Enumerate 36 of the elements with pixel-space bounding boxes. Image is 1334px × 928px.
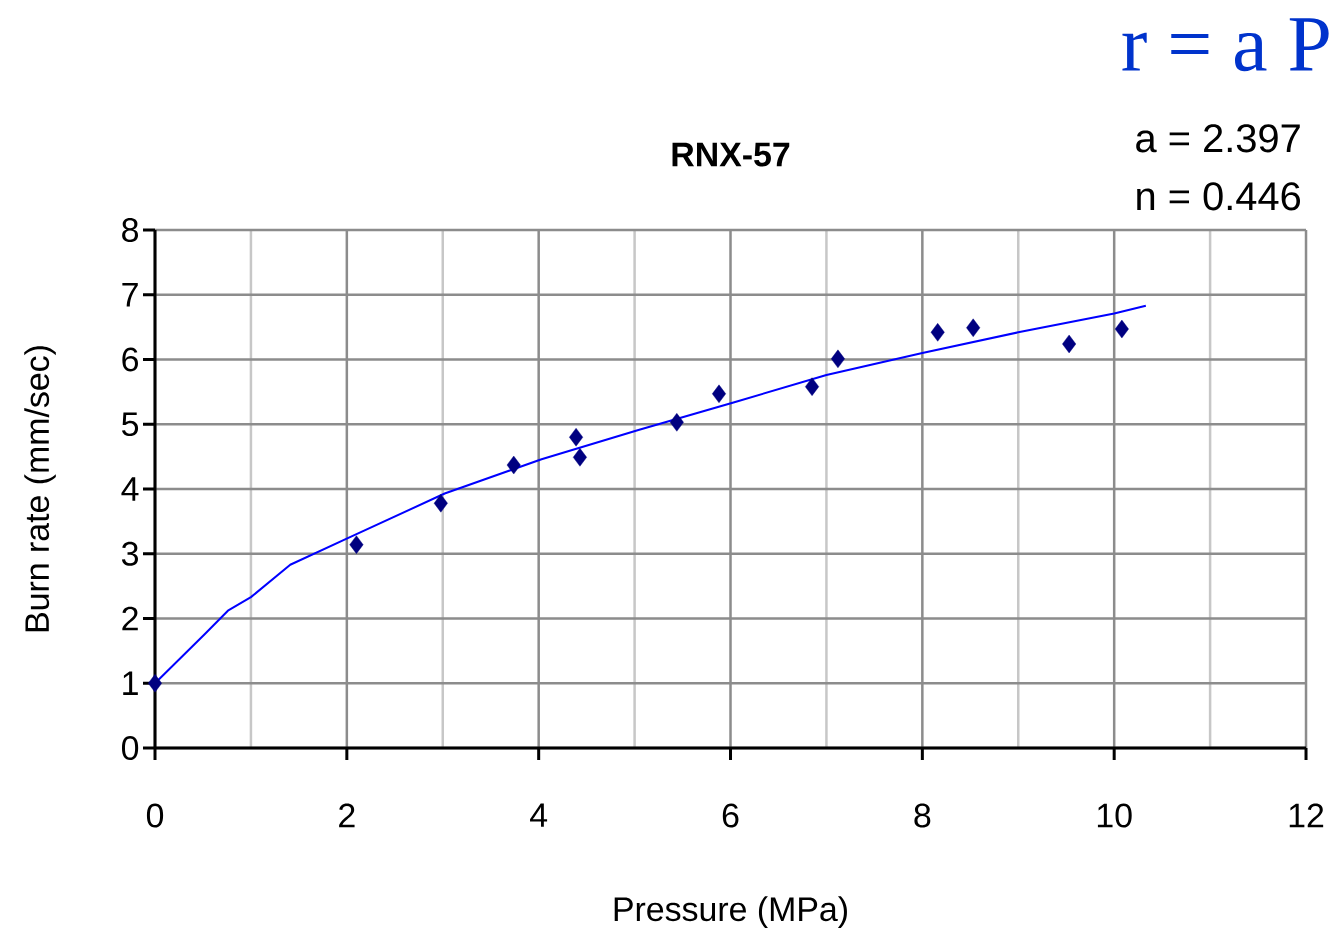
point	[930, 323, 945, 342]
y-tick-label: 7	[122, 283, 138, 307]
point	[433, 494, 448, 513]
x-tick-label: 0	[146, 803, 164, 828]
x-tick-label: 12	[1289, 803, 1324, 828]
point	[712, 384, 726, 404]
x-tick-label: 6	[722, 803, 739, 828]
point	[805, 377, 819, 396]
y-tick-label: 8	[122, 218, 139, 242]
x-tick-label: 8	[914, 803, 931, 828]
text: n = 0.446	[1137, 182, 1301, 211]
y-tick-label: 6	[122, 347, 138, 372]
x-tick-label: 4	[530, 803, 548, 827]
point	[669, 413, 684, 432]
x-tick-label: 10	[1097, 803, 1132, 828]
y-tick-label: 3	[121, 541, 138, 566]
x-tick-label: 2	[339, 803, 355, 828]
point	[506, 455, 521, 475]
point	[1114, 319, 1129, 339]
x-axis-title: Pressure (MPa)	[614, 896, 847, 928]
chart-title: RNX-57	[672, 142, 790, 167]
y-tick-label: 1	[123, 671, 138, 695]
y-tick-label: 0	[121, 736, 139, 760]
point	[966, 318, 981, 337]
point	[830, 349, 845, 369]
text: r = a P	[1122, 18, 1329, 72]
y-axis-title: Burn rate (mm/sec)	[24, 346, 56, 632]
point	[572, 448, 587, 467]
text: a = 2.397	[1136, 124, 1300, 153]
y-tick-label: 2	[122, 606, 138, 631]
y-tick-label: 4	[121, 477, 139, 501]
point	[1062, 334, 1077, 354]
point	[148, 674, 162, 693]
y-tick-label: 5	[122, 412, 139, 437]
point	[569, 428, 584, 447]
point	[349, 535, 364, 554]
